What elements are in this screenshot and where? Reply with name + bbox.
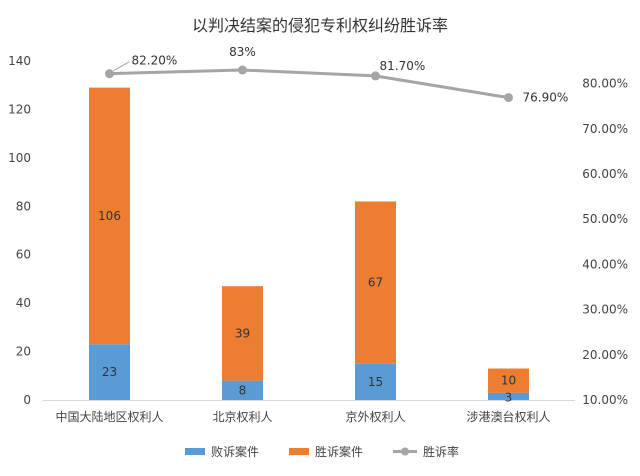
y-right-tick-label: 20.00%	[582, 348, 628, 362]
legend-label: 胜诉案件	[315, 444, 363, 459]
y-left-tick-label: 0	[23, 393, 31, 407]
bar-lost	[89, 344, 130, 400]
y-right-tick-label: 50.00%	[582, 212, 628, 226]
legend: 败诉案件 胜诉案件 胜诉率	[185, 444, 459, 459]
legend-swatch-marker	[401, 447, 409, 456]
bar-lost	[488, 392, 529, 400]
data-label: 82.20%	[132, 54, 178, 68]
y-left-tick-label: 40	[16, 296, 31, 310]
y-right-tick-label: 80.00%	[582, 77, 628, 91]
data-label: 39	[235, 326, 250, 340]
bar-won	[355, 201, 396, 364]
plot-area: 0 20 40 60 80 100 120 140 10.00% 20.00% 30.00% 40.0…	[8, 45, 628, 424]
line-point	[504, 93, 513, 103]
line-point	[371, 71, 380, 81]
line-series-win-rate	[109, 68, 509, 100]
line-point	[238, 65, 247, 75]
line-point	[105, 69, 114, 79]
bar-won	[488, 368, 529, 393]
x-tick-label: 北京权利人	[212, 410, 272, 424]
label-leader-line	[113, 61, 130, 72]
x-tick-label: 中国大陆地区权利人	[55, 409, 163, 424]
y-left-tick-label: 100	[8, 151, 31, 165]
y-left-tick-label: 120	[8, 102, 31, 116]
y-left-tick-label: 20	[16, 345, 31, 359]
legend-label: 胜诉率	[423, 444, 459, 459]
data-label: 106	[98, 209, 121, 223]
legend-label: 败诉案件	[211, 444, 259, 459]
y-left-tick-label: 60	[16, 248, 31, 262]
y-right-tick-label: 70.00%	[582, 122, 628, 136]
y-right-tick-label: 10.00%	[582, 393, 628, 407]
data-label: 81.70%	[380, 59, 426, 73]
y-right-tick-label: 40.00%	[582, 257, 628, 271]
y-right-tick-label: 60.00%	[582, 167, 628, 181]
bar-lost	[355, 363, 396, 400]
data-label: 10	[501, 374, 516, 388]
bar-won	[89, 87, 130, 345]
legend-swatch	[289, 448, 309, 455]
data-label: 8	[239, 383, 247, 397]
y-left-tick-label: 140	[8, 54, 31, 68]
x-tick-label: 涉港澳台权利人	[466, 409, 550, 424]
bar-lost	[222, 380, 263, 400]
data-label: 15	[368, 375, 383, 389]
data-label: 83%	[229, 45, 256, 59]
y-right-tick-label: 30.00%	[582, 303, 628, 317]
data-label: 23	[102, 365, 117, 379]
x-tick-label: 京外权利人	[345, 410, 405, 424]
data-label: 76.90%	[523, 91, 569, 105]
y-left-tick-label: 80	[16, 199, 31, 213]
chart-title: 以判决结案的侵犯专利权纠纷胜诉率	[192, 16, 448, 35]
legend-swatch	[185, 448, 205, 455]
data-label: 3	[505, 391, 513, 405]
bar-won	[222, 286, 263, 381]
data-label: 67	[368, 276, 383, 290]
